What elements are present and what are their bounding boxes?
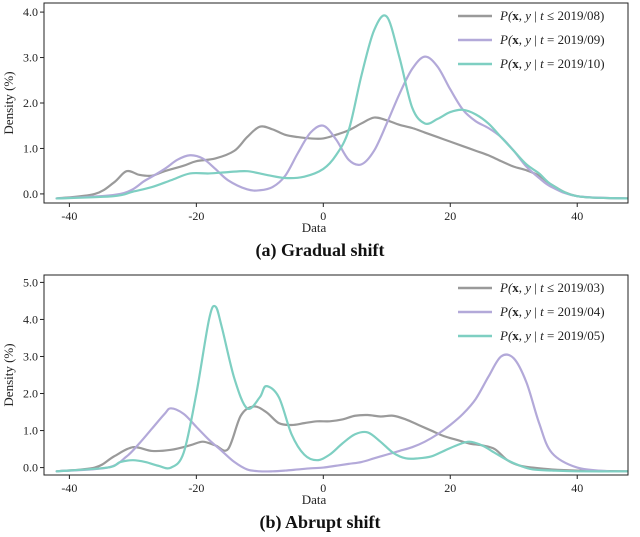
legend-label-1-1: P(x, y | t ≤ 2019/08) <box>499 8 604 23</box>
x-tick-label-1-2: -20 <box>188 209 204 223</box>
x-tick-label-2-5: 40 <box>571 481 583 495</box>
x-tick-label-2-1: -40 <box>61 481 77 495</box>
legend-label-2-2: P(x, y | t = 2019/04) <box>499 304 605 319</box>
x-tick-label-2-3: 0 <box>320 481 326 495</box>
y-tick-label-2-5: 4.0 <box>23 312 38 326</box>
series-line-2-2 <box>55 353 611 473</box>
x-axis-label-2: Data <box>302 492 327 507</box>
x-tick-label-2-4: 20 <box>444 481 456 495</box>
x-tick-label-1-1: -40 <box>61 209 77 223</box>
x-axis-label-1: Data <box>302 220 327 235</box>
x-tick-label-1-3: 0 <box>320 209 326 223</box>
y-axis-label-2: Density (%) <box>1 343 16 406</box>
chart-panel-2: -40 -20 0 20 40 0.0 1.0 2.0 3.0 4.0 5.0 Data Density… <box>1 274 629 533</box>
y-tick-label-1-1: 0.0 <box>23 187 38 201</box>
series-line-1-3 <box>55 14 628 200</box>
series-line-2-3 <box>55 304 628 473</box>
legend-label-1-2: P(x, y | t = 2019/09) <box>499 32 605 47</box>
plot-frame-2 <box>43 274 629 476</box>
series-line-2-1 <box>55 405 628 473</box>
panel-caption-2: (b) Abrupt shift <box>259 512 380 533</box>
y-tick-label-2-4: 3.0 <box>23 349 38 363</box>
y-tick-label-2-6: 5.0 <box>23 275 38 289</box>
series-line-1-1 <box>55 116 628 200</box>
panel-caption-1: (a) Gradual shift <box>255 240 384 261</box>
legend-label-2-1: P(x, y | t ≤ 2019/03) <box>499 280 604 295</box>
x-tick-label-1-5: 40 <box>571 209 583 223</box>
legend-label-2-3: P(x, y | t = 2019/05) <box>499 328 605 343</box>
y-tick-label-2-3: 2.0 <box>23 387 38 401</box>
y-tick-label-1-4: 3.0 <box>23 51 38 65</box>
y-tick-label-2-2: 1.0 <box>23 424 38 438</box>
y-tick-label-1-2: 1.0 <box>23 141 38 155</box>
legend-label-1-3: P(x, y | t = 2019/10) <box>499 56 605 71</box>
y-tick-label-2-1: 0.0 <box>23 461 38 475</box>
y-tick-label-1-3: 2.0 <box>23 96 38 110</box>
x-tick-label-2-2: -20 <box>188 481 204 495</box>
chart-panel-1: -40 -20 0 20 40 0.0 1.0 2.0 3.0 4.0 Data Density (%… <box>1 2 629 261</box>
x-tick-label-1-4: 20 <box>444 209 456 223</box>
y-tick-label-1-5: 4.0 <box>23 5 38 19</box>
y-axis-label-1: Density (%) <box>1 71 16 134</box>
